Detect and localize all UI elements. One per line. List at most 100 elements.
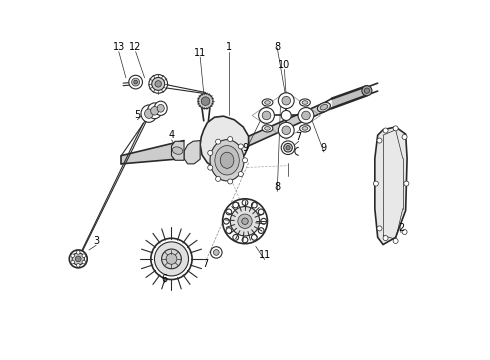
Ellipse shape [151,238,192,279]
Ellipse shape [72,253,84,265]
Ellipse shape [318,103,330,112]
Circle shape [282,126,291,135]
Circle shape [208,165,213,170]
Text: 3: 3 [93,236,99,246]
Ellipse shape [286,145,290,150]
Ellipse shape [320,104,328,110]
Ellipse shape [220,152,234,168]
Circle shape [373,181,378,186]
Ellipse shape [145,109,153,118]
Polygon shape [200,116,248,170]
Ellipse shape [75,256,81,262]
Ellipse shape [152,77,165,90]
Circle shape [238,172,244,177]
Circle shape [228,179,233,184]
Circle shape [383,235,388,240]
Ellipse shape [302,127,308,130]
Circle shape [228,136,233,141]
Circle shape [238,144,244,149]
Circle shape [262,111,271,120]
Circle shape [82,254,86,257]
Ellipse shape [155,81,161,87]
Circle shape [82,260,86,264]
Text: 7: 7 [202,259,209,269]
Ellipse shape [154,101,167,115]
Circle shape [377,138,382,143]
Ellipse shape [265,101,270,104]
Ellipse shape [364,88,369,93]
Circle shape [243,158,247,163]
Ellipse shape [210,140,244,181]
Circle shape [402,134,407,139]
Circle shape [251,234,257,240]
Circle shape [281,111,291,121]
Text: 9: 9 [321,143,327,153]
Polygon shape [122,140,184,164]
Ellipse shape [166,253,177,264]
Ellipse shape [69,250,87,268]
Ellipse shape [299,125,310,132]
Circle shape [251,202,257,208]
Ellipse shape [198,94,213,109]
Ellipse shape [302,101,308,104]
Circle shape [226,228,232,233]
Text: 8: 8 [274,182,280,192]
Circle shape [393,238,398,243]
Ellipse shape [157,104,164,112]
Polygon shape [332,86,367,108]
Ellipse shape [129,75,143,89]
Text: 10: 10 [278,60,291,70]
Circle shape [298,108,314,123]
Circle shape [258,209,264,215]
Circle shape [282,96,291,105]
Ellipse shape [281,141,295,154]
Circle shape [383,128,388,133]
Ellipse shape [134,80,137,84]
Text: 6: 6 [161,274,168,284]
Ellipse shape [162,249,181,269]
Ellipse shape [151,107,159,115]
Ellipse shape [222,199,268,244]
Ellipse shape [262,125,273,132]
Circle shape [242,237,248,243]
Text: 5: 5 [134,111,141,121]
Circle shape [278,93,294,109]
Ellipse shape [265,127,270,130]
Ellipse shape [211,247,222,258]
Ellipse shape [230,207,260,236]
Circle shape [393,126,398,131]
Circle shape [302,111,310,120]
Ellipse shape [284,143,293,152]
Ellipse shape [299,99,310,106]
Circle shape [76,251,80,254]
Circle shape [404,181,409,186]
Text: 7: 7 [295,132,302,142]
Ellipse shape [172,147,183,154]
Ellipse shape [154,242,189,276]
Circle shape [216,139,220,144]
Text: 11: 11 [194,48,206,58]
Ellipse shape [262,99,273,106]
Circle shape [226,209,232,215]
Text: 8: 8 [274,42,280,52]
Ellipse shape [362,86,372,96]
Polygon shape [184,140,200,164]
Polygon shape [375,127,407,244]
Ellipse shape [238,214,252,228]
Ellipse shape [141,105,157,122]
Polygon shape [172,141,184,160]
Circle shape [71,254,74,257]
Circle shape [71,260,74,264]
Ellipse shape [132,78,140,86]
Text: 9: 9 [242,143,248,153]
Ellipse shape [149,75,168,93]
Text: 12: 12 [129,42,142,52]
Circle shape [278,122,294,138]
Circle shape [261,219,267,224]
Ellipse shape [147,103,162,119]
Ellipse shape [215,145,239,175]
Circle shape [233,202,239,208]
Circle shape [223,219,229,224]
Circle shape [216,176,220,181]
Circle shape [377,226,382,231]
